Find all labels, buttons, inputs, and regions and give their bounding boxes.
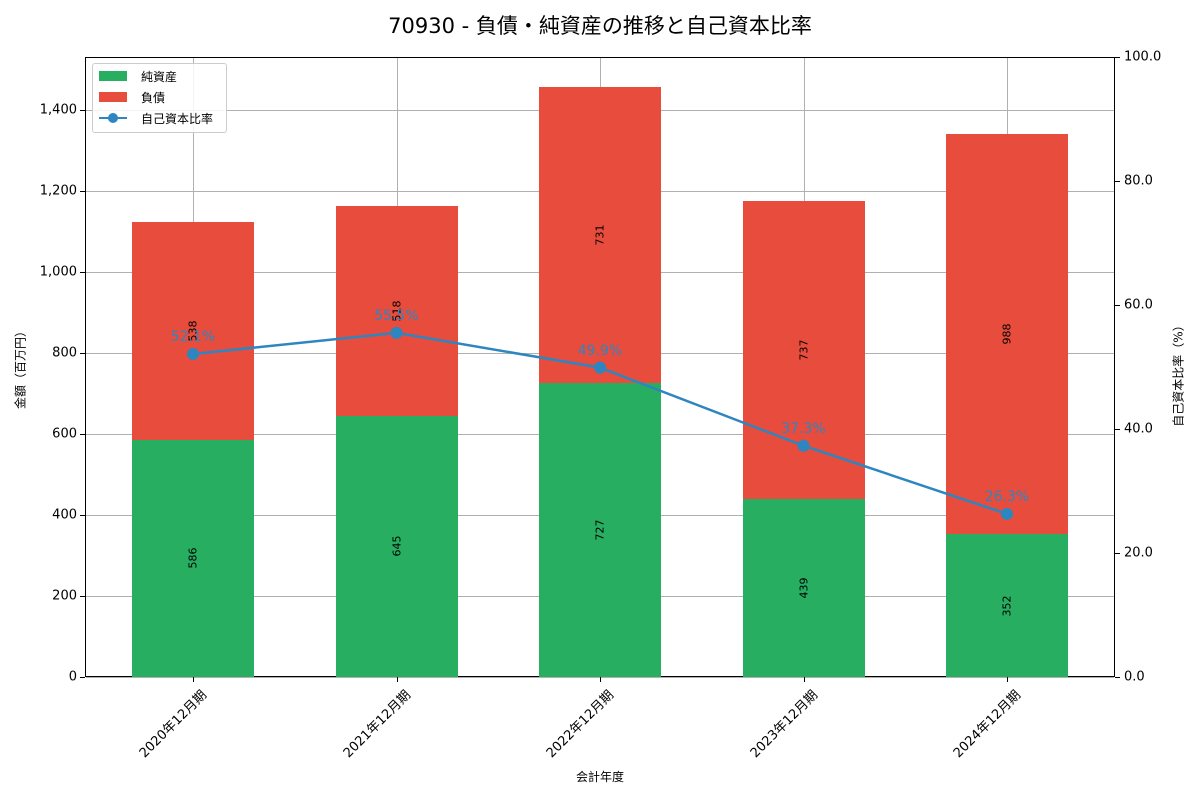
legend: 純資産 負債 自己資本比率: [92, 63, 227, 133]
bar-liabilities: [946, 134, 1068, 535]
x-axis-label: 会計年度: [575, 770, 625, 784]
tick-mark: [80, 353, 85, 355]
legend-swatch-liabilities: [99, 92, 127, 102]
tick-mark: [1115, 677, 1120, 678]
equity-ratio-label: 26.3%: [984, 488, 1030, 505]
bar-net-assets: [539, 382, 661, 677]
y-tick-label-left: 0: [68, 669, 77, 685]
equity-ratio-label: 37.3%: [781, 420, 826, 437]
y-tick-label-left: 200: [52, 588, 77, 604]
y-tick-label-left: 800: [52, 345, 77, 361]
y-tick-label-left: 400: [52, 507, 77, 523]
legend-label-equity-ratio: 自己資本比率: [141, 111, 214, 126]
legend-swatch-net-assets: [99, 71, 127, 81]
y-tick-label-right: 40.0: [1124, 421, 1153, 437]
legend-item-liabilities: 負債: [99, 88, 165, 106]
tick-mark: [1115, 305, 1120, 306]
y-tick-label-left: 1,000: [39, 264, 77, 280]
legend-line-marker-icon: [99, 113, 127, 123]
bar-net-assets: [132, 439, 254, 677]
tick-mark: [80, 110, 85, 112]
y-tick-label-right: 60.0: [1124, 297, 1153, 313]
tick-mark: [1115, 181, 1120, 182]
tick-mark: [193, 677, 194, 682]
plot-area: [85, 57, 1115, 678]
tick-mark: [80, 272, 85, 274]
y-tick-label-left: 600: [52, 426, 77, 442]
y-tick-label-right: 80.0: [1124, 173, 1153, 189]
tick-mark: [803, 677, 805, 682]
tick-mark: [1115, 553, 1120, 554]
legend-item-net-assets: 純資産: [99, 67, 177, 85]
tick-mark: [80, 515, 85, 516]
tick-mark: [80, 434, 85, 436]
y-tick-label-left: 1,400: [39, 102, 77, 118]
equity-ratio-marker: [594, 361, 606, 374]
bar-net-assets: [946, 534, 1068, 677]
equity-ratio-marker: [390, 326, 403, 339]
y-tick-label-left: 1,200: [39, 183, 77, 199]
equity-ratio-marker: [797, 439, 810, 452]
bar-net-assets: [742, 499, 865, 677]
y-tick-label-right: 0.0: [1124, 669, 1145, 685]
legend-item-equity-ratio: 自己資本比率: [99, 109, 213, 127]
legend-label-liabilities: 負債: [141, 90, 166, 105]
y-tick-label-right: 100.0: [1124, 49, 1162, 65]
tick-mark: [1115, 429, 1120, 430]
tick-mark: [396, 677, 398, 682]
tick-mark: [80, 596, 85, 597]
tick-mark: [600, 677, 601, 682]
y-tick-label-right: 20.0: [1124, 545, 1153, 561]
bar-liabilities: [335, 206, 458, 416]
equity-ratio-marker: [187, 347, 199, 360]
bar-liabilities: [132, 221, 254, 440]
tick-mark: [80, 191, 85, 193]
equity-ratio-label: 49.9%: [577, 342, 623, 359]
tick-mark: [80, 677, 85, 678]
legend-label-net-assets: 純資産: [141, 69, 178, 84]
tick-mark: [1007, 677, 1008, 682]
bar-liabilities: [539, 86, 661, 383]
equity-ratio-label: 55.5%: [374, 307, 419, 324]
tick-mark: [1115, 57, 1120, 58]
equity-ratio-marker: [1001, 507, 1013, 520]
equity-ratio-label: 52.1%: [170, 328, 216, 345]
bar-net-assets: [335, 415, 458, 677]
chart-title: 70930 - 負債・純資産の推移と自己資本比率: [388, 14, 812, 38]
